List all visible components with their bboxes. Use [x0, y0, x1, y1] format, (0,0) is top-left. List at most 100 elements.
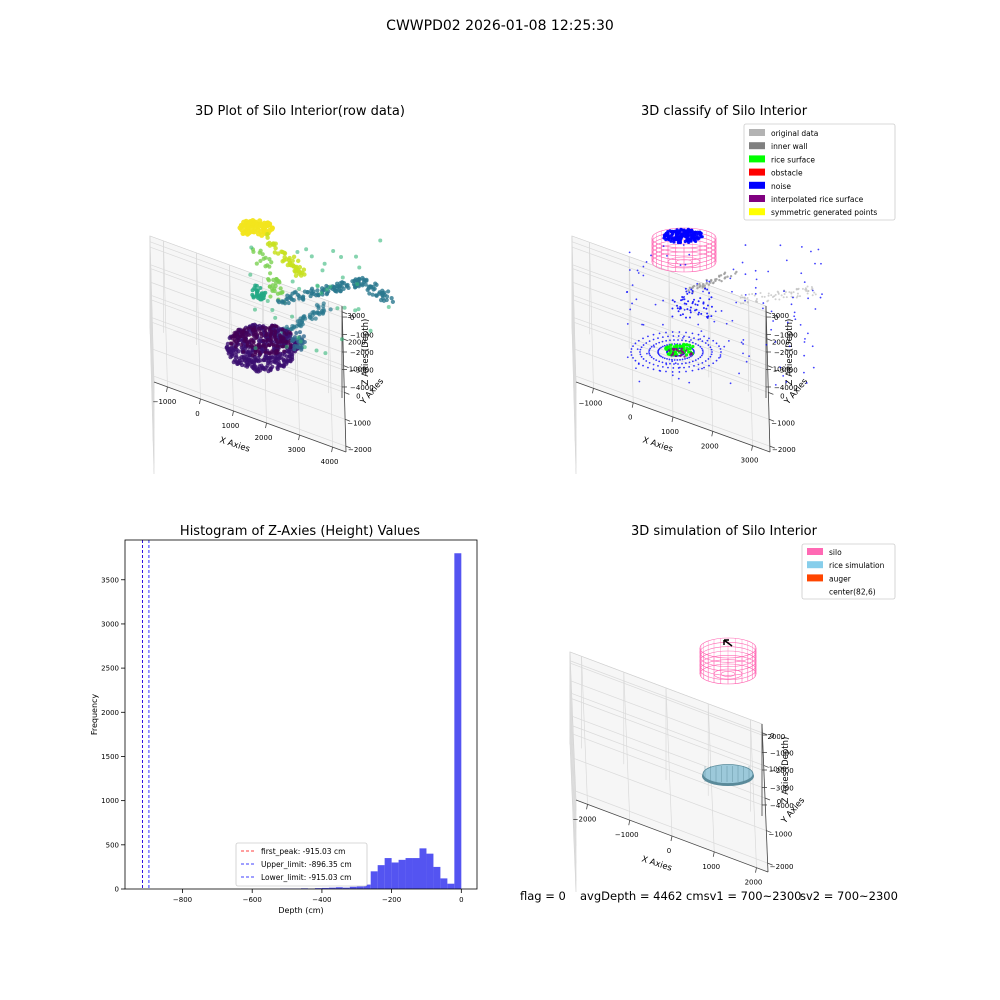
teal-band-point — [285, 293, 290, 298]
purple-point — [244, 330, 249, 335]
x-tick-label-raw: 4000 — [321, 458, 339, 466]
gray-wall-point — [719, 274, 723, 277]
purple-point — [273, 334, 277, 339]
symmetric-yellow-point — [255, 231, 262, 237]
purple-point — [264, 339, 269, 343]
y-tick-mark-cls — [766, 338, 773, 342]
noise-ring-point — [652, 368, 655, 371]
noise-point — [677, 377, 680, 380]
purple-point — [261, 325, 265, 330]
scattered-point — [252, 307, 257, 312]
simulation-silo-ring — [699, 655, 757, 676]
noise-ring-point — [704, 342, 707, 344]
y-tick-mark-raw — [342, 311, 348, 315]
noise-point — [800, 246, 803, 248]
dark-purple-point — [248, 357, 253, 362]
noise-point — [788, 345, 791, 348]
noise-point — [681, 295, 684, 298]
y-grid-floor-cls — [575, 375, 770, 447]
histogram-bar — [335, 887, 343, 889]
y-tick-label-cls: 1000 — [773, 366, 791, 374]
y-tick-mark-cls — [766, 311, 772, 315]
legend-swatch — [749, 168, 765, 176]
hist-y-tick-label: 1500 — [101, 753, 119, 761]
blue-ring-point — [685, 236, 689, 241]
noise-point — [635, 298, 638, 301]
blue-ring-point — [673, 237, 677, 241]
noise-point — [767, 270, 770, 273]
scattered-point — [315, 284, 320, 289]
dark-purple-point — [280, 363, 286, 368]
noise-ring-point — [642, 364, 644, 367]
dark-purple-point — [268, 368, 273, 373]
purple-point — [257, 350, 262, 355]
classify-legend-box — [743, 123, 896, 221]
teal-band-lower-point — [313, 316, 318, 321]
scattered-point — [265, 298, 270, 303]
original-point — [811, 294, 814, 297]
dark-purple-point — [269, 355, 275, 360]
teal-band-point — [390, 299, 395, 304]
original-point — [783, 292, 786, 295]
upper-yellowgreen-point — [293, 273, 299, 278]
y-tick-label-sim: −2000 — [770, 863, 794, 871]
noise-ring-point — [648, 351, 650, 353]
dark-purple-point — [254, 358, 260, 363]
original-point — [777, 291, 780, 294]
purple-point — [269, 325, 273, 330]
hist-y-tick-label: 0 — [115, 886, 119, 894]
noise-ring-point — [688, 365, 691, 368]
y-grid-floor-raw — [152, 348, 346, 420]
green-point — [263, 255, 268, 260]
teal-band-point — [378, 298, 384, 303]
purple-point — [280, 327, 285, 332]
noise-point — [794, 318, 797, 321]
legend-label: symmetric generated points — [771, 208, 877, 217]
noise-ring-point — [661, 340, 664, 343]
rice-surface-point — [688, 346, 692, 351]
noise-point — [765, 343, 768, 346]
noise-point — [811, 289, 814, 292]
z-tick-label-cls: 0 — [774, 314, 778, 322]
noise-ring-point — [684, 362, 687, 365]
noise-ring-point — [681, 358, 684, 361]
noise-ring-point — [719, 348, 722, 350]
noise-point — [803, 354, 806, 357]
purple-point — [269, 337, 274, 341]
noise-point — [800, 272, 803, 275]
blue-point — [301, 334, 306, 339]
rice-surface-point — [674, 350, 678, 355]
noise-ring-point — [673, 339, 675, 341]
noise-point — [626, 356, 629, 359]
histogram-bar — [398, 859, 406, 889]
blue-ring-point — [677, 231, 681, 235]
z-grid-right-sim — [569, 662, 763, 736]
noise-ring-point — [718, 345, 720, 348]
y-axis-line-raw — [341, 305, 347, 453]
original-point — [774, 298, 777, 301]
purple-point — [235, 332, 240, 336]
noise-point — [738, 372, 740, 375]
green-point — [266, 278, 271, 283]
noise-point — [779, 244, 782, 247]
purple-point — [242, 327, 246, 332]
original-point — [759, 291, 762, 294]
purple-point — [245, 344, 250, 348]
avg-depth-text: avgDepth = 4462 cmsv1 = 700~2300 — [580, 889, 802, 903]
histogram-bar — [321, 887, 329, 889]
symmetric-yellow-point — [246, 229, 253, 235]
noise-point — [671, 360, 674, 363]
rice-surface-point — [678, 344, 682, 348]
noise-point — [686, 308, 689, 311]
aqua-point — [250, 288, 255, 293]
rice-surface-point — [687, 343, 692, 347]
x-axis-label-cls: X Axies — [641, 435, 674, 454]
rice-surface-point — [684, 353, 689, 357]
noise-point — [631, 302, 633, 305]
noise-point — [782, 375, 785, 377]
scattered-point — [368, 328, 373, 333]
y-grid-floor-sim — [571, 693, 764, 766]
noise-point — [666, 254, 668, 257]
y-grid-floor-raw — [150, 268, 344, 340]
blue-ring-point — [693, 237, 697, 241]
